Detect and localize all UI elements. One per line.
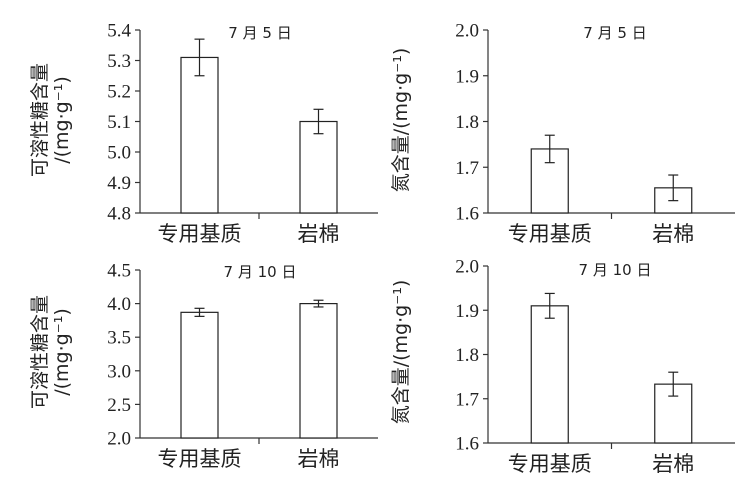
chart1-y-tick-label: 4.9 [107, 173, 131, 194]
chart3-y-axis-label: 可溶性糖含量/(mg·g⁻¹) [29, 295, 73, 409]
chart3-bar [180, 311, 219, 439]
chart3-y-axis-label-name: 可溶性糖含量 [29, 295, 51, 409]
chart3-title: 7 月 10 日 [224, 263, 297, 281]
chart4-y-tick-label: 1.6 [455, 434, 479, 455]
chart2-title: 7 月 5 日 [583, 24, 646, 42]
chart3-bar [299, 303, 338, 439]
chart2-category-label: 专用基质 [508, 222, 592, 246]
chart2-y-tick-label: 1.7 [455, 158, 479, 179]
chart4-y-tick-label: 1.8 [455, 345, 479, 366]
chart3-y-tick-label: 2.0 [107, 429, 131, 450]
chart1-y-axis-label-name: 可溶性糖含量 [29, 63, 51, 177]
chart4-title: 7 月 10 日 [579, 261, 652, 279]
chart1-y-tick-label: 5.1 [107, 112, 131, 133]
chart1-y-tick-label: 4.8 [107, 204, 131, 225]
chart3-y-axis-label-unit: /(mg·g⁻¹) [51, 308, 73, 396]
chart1-y-tick-label: 5.4 [107, 21, 131, 42]
chart4-y-tick-label: 1.7 [455, 389, 479, 410]
chart1-y-tick-label: 5.0 [107, 143, 131, 164]
chart1-bar [299, 120, 338, 214]
chart4-y-tick-label: 2.0 [455, 257, 479, 278]
chart4-y-axis-label-name: 氮含量 [390, 367, 412, 424]
chart2-y-axis-label-unit: /(mg·g⁻¹) [390, 48, 412, 136]
chart2-y-tick-label: 2.0 [455, 21, 479, 42]
chart2-y-tick-label: 1.9 [455, 66, 479, 87]
chart4-bar [530, 305, 569, 444]
chart2-y-tick-label: 1.6 [455, 204, 479, 225]
chart3-y-tick-label: 3.5 [107, 328, 131, 349]
chart1-category-label: 岩棉 [298, 222, 340, 246]
chart1-y-tick-label: 5.3 [107, 51, 131, 72]
chart2-category-label: 岩棉 [652, 222, 694, 246]
chart1-category-label: 专用基质 [158, 222, 242, 246]
chart2-y-axis-label-name: 氮含量 [390, 135, 412, 192]
chart1-y-axis-label: 可溶性糖含量/(mg·g⁻¹) [29, 63, 73, 177]
chart1-title: 7 月 5 日 [228, 24, 291, 42]
chart3-y-tick-label: 4.0 [107, 294, 131, 315]
chart1-bar [180, 56, 219, 214]
chart4-category-label: 岩棉 [652, 452, 694, 476]
chart1-y-axis-label-unit: /(mg·g⁻¹) [51, 76, 73, 164]
chart3-category-label: 专用基质 [158, 447, 242, 471]
chart2-y-tick-label: 1.8 [455, 112, 479, 133]
chart2-y-axis-label: 氮含量/(mg·g⁻¹) [390, 48, 412, 193]
chart4-y-tick-label: 1.9 [455, 301, 479, 322]
chart4-category-label: 专用基质 [508, 452, 592, 476]
chart4-y-axis-label-unit: /(mg·g⁻¹) [390, 280, 412, 368]
chart3-y-tick-label: 3.0 [107, 361, 131, 382]
chart3-y-tick-label: 2.5 [107, 395, 131, 416]
chart1-y-tick-label: 5.2 [107, 82, 131, 103]
chart4-y-axis-label: 氮含量/(mg·g⁻¹) [390, 280, 412, 425]
chart3-category-label: 岩棉 [298, 447, 340, 471]
chart3-y-tick-label: 4.5 [107, 261, 131, 282]
